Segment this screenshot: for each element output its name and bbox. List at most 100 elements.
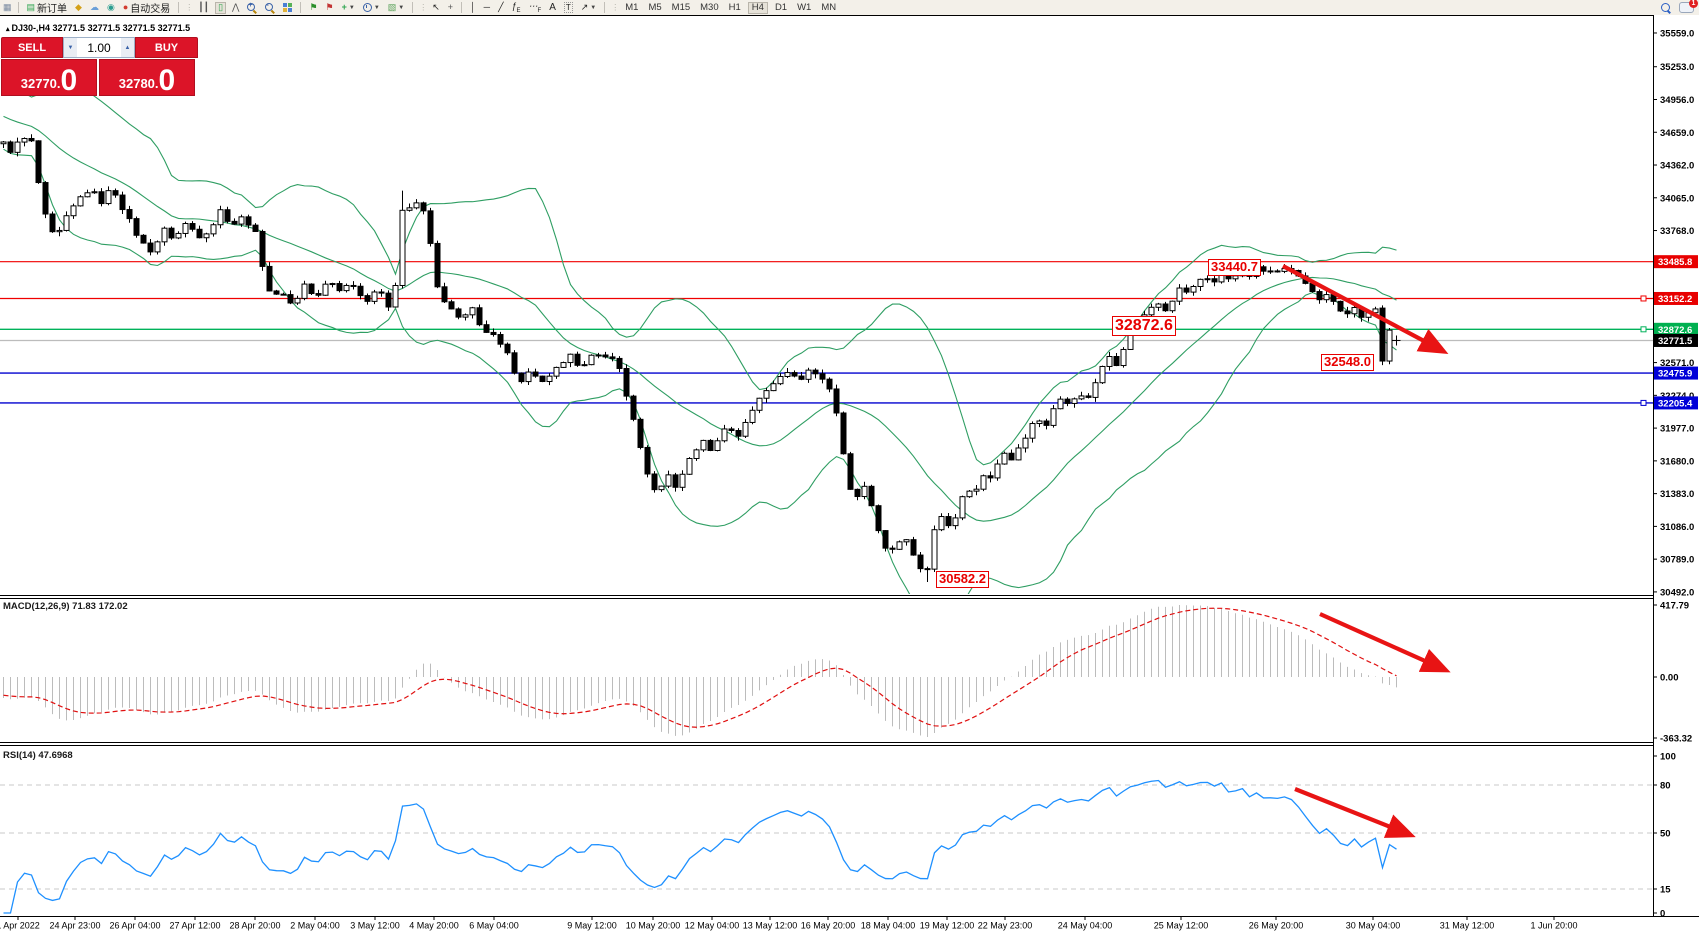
price-axis[interactable]: 35559.0 35253.0 34956.0 34659.0 34362.0 34065… [1653,15,1699,920]
buy-button[interactable]: BUY [135,37,198,58]
chevron-down-icon: ▼ [398,4,405,11]
svg-text:32475.9: 32475.9 [1658,369,1692,380]
fibo-e-icon: ƒE [511,1,521,14]
chart-icon[interactable]: ▦ [3,2,12,12]
buy-price-main: 32780. [118,75,159,91]
new-chart-button[interactable]: + ▼ [340,1,357,14]
svg-text:32771.5: 32771.5 [1658,336,1693,347]
tab-timeframe-m5[interactable]: M5 [648,2,662,13]
hline-tool-button[interactable]: ─ [482,1,492,14]
flag-red-button[interactable]: ⚑ [324,1,336,14]
sell-price-big-digit: 0 [60,63,78,97]
macd-label: MACD(12,26,9) 71.83 172.02 [3,601,128,612]
candlestick-button[interactable]: ▯ [215,1,227,14]
svg-text:15: 15 [1660,885,1671,896]
flag-green-button[interactable]: ⚑ [307,1,319,14]
arrows-tool-button[interactable]: ↗ ▼ [579,1,599,14]
notifications-button[interactable]: 1 [1677,0,1698,14]
price-annotation[interactable]: 32548.0 [1321,354,1374,371]
tab-timeframe-m15[interactable]: M15 [671,2,691,13]
svg-text:32571.0: 32571.0 [1660,358,1694,369]
svg-text:19 May 12:00: 19 May 12:00 [920,921,975,931]
price-tag [1654,396,1698,410]
tab-timeframe-mn[interactable]: MN [821,2,837,13]
price-tag [1654,255,1698,269]
collapse-triangle-icon[interactable]: ▴ [6,26,10,33]
svg-text:35559.0: 35559.0 [1660,28,1694,39]
svg-text:31680.0: 31680.0 [1660,456,1694,467]
label-tool-button[interactable]: T [562,1,575,14]
arrows-tool-icon: ↗ [580,2,589,12]
toolbar-separator [604,2,606,13]
svg-text:22 May 23:00: 22 May 23:00 [978,921,1033,931]
svg-text:18 May 04:00: 18 May 04:00 [861,921,916,931]
autotrade-label: 自动交易 [130,4,171,15]
vline-tool-icon: │ [470,2,476,12]
signal-button[interactable]: ◉ [105,1,117,14]
toolbar-grip: ⋮ [611,3,619,12]
bar-chart-button[interactable]: ┃┃ [196,1,211,14]
time-axis[interactable]: 1 Apr 2022 24 Apr 23:00 26 Apr 04:00 27 Apr… [0,916,1578,931]
volume-increase-button[interactable]: ▲ [121,38,134,57]
tile-windows-button[interactable] [281,1,294,14]
search-button[interactable] [1659,1,1673,14]
svg-text:32205.4: 32205.4 [1658,398,1693,409]
fibo-f-button[interactable]: ⋯F [527,1,544,14]
svg-text:34362.0: 34362.0 [1660,161,1694,172]
toolbar-separator [300,2,302,13]
candles [0,134,1401,582]
crosshair-button[interactable]: + [446,1,455,14]
new-order-icon: ▤ [26,2,36,12]
svg-text:50: 50 [1660,829,1671,840]
trend-arrow [1319,612,1451,673]
tab-timeframe-m30[interactable]: M30 [700,2,719,13]
trendline-tool-button[interactable]: ╱ [496,1,505,14]
tab-timeframe-d1[interactable]: D1 [774,2,788,13]
tab-timeframe-h4[interactable]: H4 [747,1,768,14]
svg-text:31086.0: 31086.0 [1660,522,1694,533]
svg-text:34659.0: 34659.0 [1660,128,1694,139]
toolbar-separator [178,2,180,13]
tab-timeframe-m1[interactable]: M1 [625,2,639,13]
toolbar-separator [461,2,463,13]
tab-timeframe-h1[interactable]: H1 [728,2,741,13]
gold-button[interactable]: ◆ [73,1,84,14]
new-order-label: 新订单 [37,4,68,15]
fibo-e-button[interactable]: ƒE [509,1,522,14]
text-tool-button[interactable]: A [547,1,558,14]
svg-text:417.79: 417.79 [1660,601,1689,612]
svg-text:33152.2: 33152.2 [1658,294,1692,305]
price-annotation[interactable]: 32872.6 [1112,316,1176,337]
volume-value[interactable]: 1.00 [87,40,111,55]
vline-tool-button[interactable]: │ [468,1,478,14]
macd-histogram [3,605,1397,737]
profile-button[interactable]: ▧ ▼ [386,1,406,14]
svg-text:28 Apr 20:00: 28 Apr 20:00 [229,921,280,931]
cloud-button[interactable]: ☁ [88,1,101,14]
new-order-button[interactable]: ▤ 新订单 [25,1,70,15]
autotrade-button[interactable]: ● 自动交易 [121,1,172,15]
volume-decrease-button[interactable]: ▼ [64,38,77,57]
toolbar-separator [17,2,19,13]
cursor-button[interactable]: ↖ [430,1,442,14]
price-annotation[interactable]: 33440.7 [1208,259,1261,276]
clock-button[interactable]: ▼ [361,1,382,14]
sell-price-display[interactable]: 32770. 0 [1,59,97,96]
tab-timeframe-w1[interactable]: W1 [797,2,812,13]
line-chart-icon: ⋀ [232,2,240,12]
zoom-in-button[interactable]: + [245,1,259,14]
sell-button[interactable]: SELL [1,37,63,58]
line-chart-button[interactable]: ⋀ [230,1,241,14]
chart-canvas[interactable]: 35559.0 35253.0 34956.0 34659.0 34362.0 34065… [0,15,1699,932]
bollinger-bands [3,76,1397,594]
svg-text:31383.0: 31383.0 [1660,489,1694,500]
trendline-tool-icon: ╱ [498,2,504,12]
zoom-out-button[interactable]: - [263,1,277,14]
buy-price-display[interactable]: 32780. 0 [99,59,195,96]
price-annotation[interactable]: 30582.2 [936,571,989,588]
svg-text:0: 0 [1660,909,1665,920]
one-click-trading-panel: SELL ▼ 1.00 ▲ BUY 32770. 0 32780. 0 [1,37,198,96]
svg-text:32274.0: 32274.0 [1660,391,1694,402]
svg-text:24 Apr 23:00: 24 Apr 23:00 [49,921,100,931]
